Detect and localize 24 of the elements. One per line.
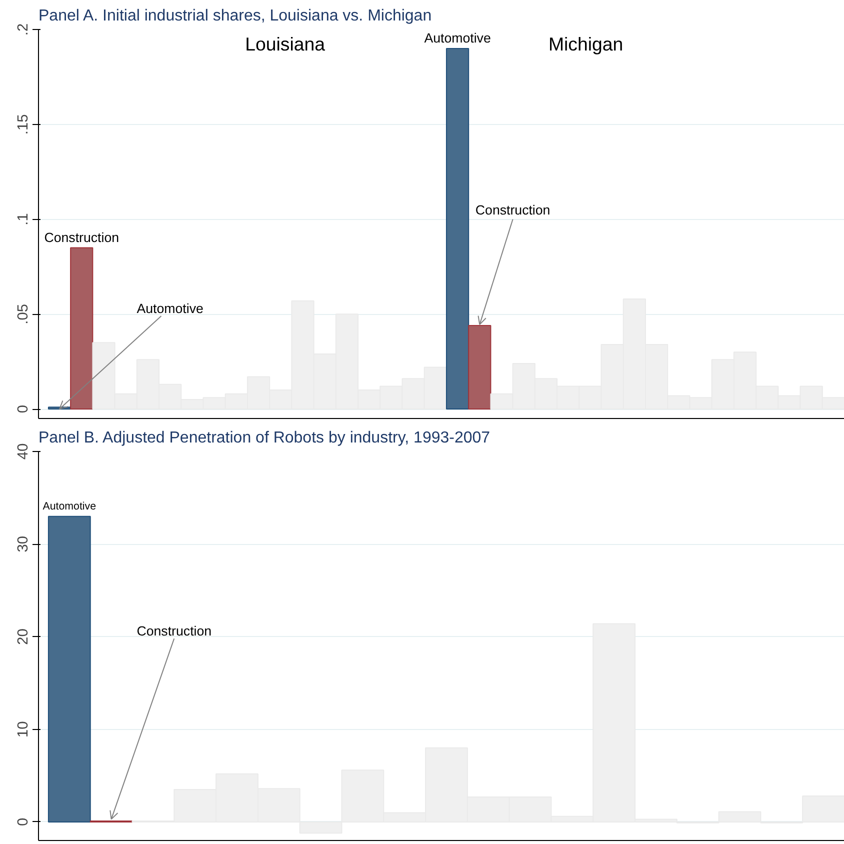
bar xyxy=(48,516,91,822)
annotation: Automotive xyxy=(424,30,491,46)
bar xyxy=(446,48,470,410)
bar xyxy=(468,325,492,410)
chart-title: Panel B. Adjusted Penetration of Robots by industry, 1993-2007 xyxy=(38,430,490,446)
y-tick-label: .2 xyxy=(16,23,32,36)
y-tick-label: 0 xyxy=(16,818,32,826)
annotation: Automotive xyxy=(136,301,204,316)
chart-title: Panel A. Initial industrial shares, Louisiana vs. Michigan xyxy=(38,8,432,24)
bar xyxy=(70,247,94,410)
annotation: Automotive xyxy=(42,500,96,513)
y-tick-label: 20 xyxy=(16,628,32,645)
y-tick-label: 40 xyxy=(16,443,32,460)
y-tick-label: .1 xyxy=(16,213,32,226)
annotation: Construction xyxy=(136,624,212,639)
y-tick-label: .15 xyxy=(16,114,32,135)
annotation: Construction xyxy=(44,230,120,245)
y-tick-label: 30 xyxy=(16,536,32,552)
y-tick-label: 10 xyxy=(16,721,32,738)
y-tick-label: 0 xyxy=(16,404,32,414)
annotation: Louisiana xyxy=(245,33,326,54)
annotation: Michigan xyxy=(548,33,624,54)
y-tick-label: .05 xyxy=(16,304,32,324)
annotation: Construction xyxy=(475,202,550,218)
